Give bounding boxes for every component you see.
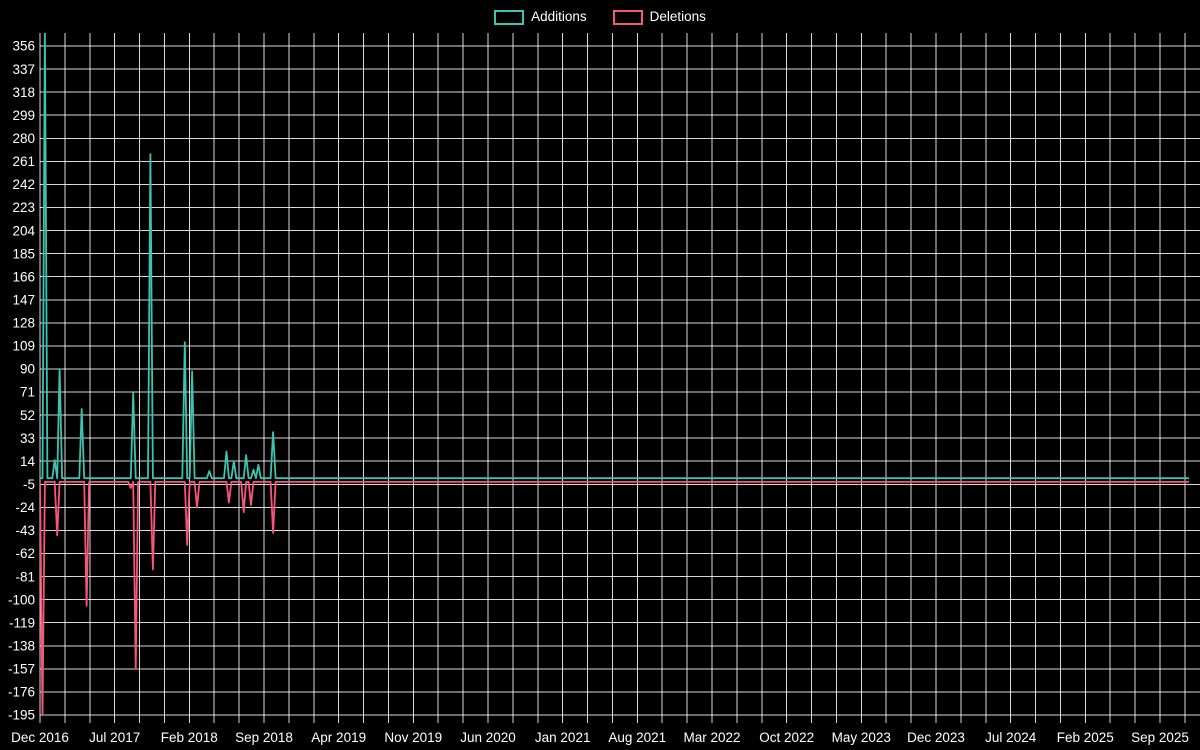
y-tick-label: -157 (8, 662, 35, 677)
x-tick-label: Dec 2016 (11, 730, 69, 745)
y-tick-label: 52 (20, 408, 35, 423)
y-tick-label: -24 (15, 500, 35, 515)
y-tick-label: -176 (8, 685, 35, 700)
x-tick-label: Jun 2020 (460, 730, 516, 745)
y-tick-label: 109 (12, 339, 35, 354)
x-tick-label: Jul 2017 (89, 730, 140, 745)
y-tick-label: 223 (12, 200, 35, 215)
additions-swatch-icon (494, 9, 525, 25)
x-tick-label: May 2023 (832, 730, 891, 745)
y-tick-label: -43 (15, 523, 35, 538)
deletions-swatch-icon (612, 9, 643, 25)
y-tick-label: 356 (12, 39, 35, 54)
deletions-line (40, 480, 1190, 716)
x-tick-label: Oct 2022 (759, 730, 814, 745)
legend-item-deletions[interactable]: Deletions (612, 9, 706, 25)
y-tick-label: 128 (12, 316, 35, 331)
y-tick-label: 242 (12, 177, 35, 192)
y-axis-labels: 356 337 318 299 280 261 242 223 204 185 166 147 128 1… (8, 39, 36, 723)
y-tick-label: 204 (12, 223, 35, 238)
x-tick-label: Mar 2022 (683, 730, 740, 745)
x-tick-label: Jul 2024 (985, 730, 1037, 745)
y-tick-label: 14 (20, 454, 36, 469)
y-tick-label: -119 (9, 615, 35, 630)
x-tick-label: Feb 2018 (161, 730, 218, 745)
y-tick-label: -100 (8, 592, 35, 607)
x-axis-labels: Dec 2016 Jul 2017 Feb 2018 Sep 2018 Apr 2019… (11, 730, 1189, 745)
y-tick-label: 33 (20, 431, 35, 446)
series-lines (40, 33, 1190, 716)
y-tick-label: -62 (15, 546, 35, 561)
y-tick-label: -5 (23, 477, 35, 492)
y-tick-label: -138 (8, 639, 35, 654)
grid-lines (39, 33, 1200, 723)
x-tick-label: Feb 2025 (1057, 730, 1114, 745)
y-tick-label: 318 (12, 85, 35, 100)
y-tick-label: -195 (8, 708, 35, 723)
y-tick-label: 185 (12, 246, 35, 261)
x-tick-label: Aug 2021 (608, 730, 666, 745)
deletions-legend-label: Deletions (649, 9, 706, 25)
legend-item-additions[interactable]: Additions (494, 9, 587, 25)
y-tick-label: 299 (12, 108, 35, 123)
x-tick-label: Apr 2019 (311, 730, 366, 745)
additions-legend-label: Additions (531, 9, 587, 25)
y-tick-label: 90 (20, 362, 35, 377)
x-tick-label: Nov 2019 (384, 730, 442, 745)
y-tick-label: 337 (12, 62, 35, 77)
x-tick-label: Sep 2025 (1131, 730, 1189, 745)
y-tick-label: 71 (20, 385, 35, 400)
y-tick-label: 166 (12, 269, 35, 284)
y-tick-label: 147 (12, 293, 35, 308)
y-tick-label: 280 (12, 131, 35, 146)
y-tick-label: -81 (15, 569, 35, 584)
x-tick-label: Dec 2023 (907, 730, 965, 745)
additions-line (40, 33, 1190, 480)
x-tick-label: Jan 2021 (535, 730, 591, 745)
y-tick-label: 261 (12, 154, 35, 169)
chart-legend: Additions Deletions (0, 8, 1200, 26)
x-tick-label: Sep 2018 (235, 730, 293, 745)
